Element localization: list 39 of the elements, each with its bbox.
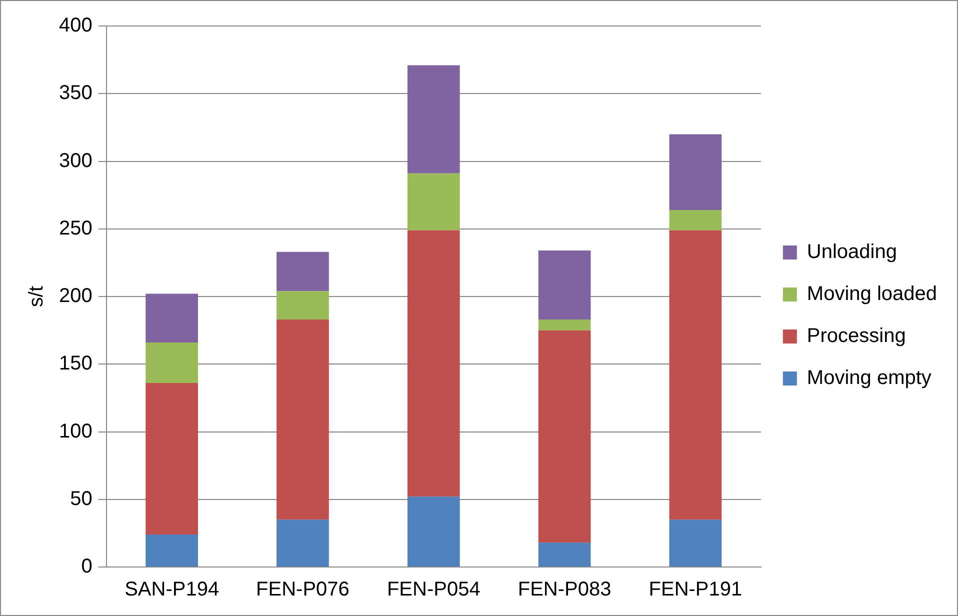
x-tick-label: FEN-P076 (256, 578, 350, 601)
bar (407, 230, 460, 497)
y-tick-label: 150 (58, 352, 92, 375)
bar (538, 250, 591, 320)
legend-label: Processing (806, 325, 906, 348)
bar (407, 496, 460, 566)
bar (146, 342, 198, 384)
bar (669, 134, 722, 210)
y-tick-label: 50 (70, 488, 92, 510)
bar (538, 330, 591, 543)
y-tick-label: 0 (81, 556, 92, 578)
x-tick-label: FEN-P054 (386, 578, 480, 601)
y-tick-label: 400 (58, 14, 92, 37)
bar (538, 542, 591, 566)
bar (669, 230, 722, 520)
bar (276, 252, 329, 292)
y-tick-label: 200 (58, 285, 92, 308)
bar (146, 294, 198, 342)
bar (146, 534, 198, 566)
bar (407, 65, 460, 174)
bar (276, 319, 329, 520)
y-tick-label: 300 (58, 150, 92, 172)
x-tick-label: FEN-P191 (648, 578, 742, 601)
bar (276, 291, 329, 320)
bar (538, 319, 591, 330)
y-tick-label: 250 (58, 217, 92, 240)
x-tick-label: SAN-P194 (124, 578, 220, 601)
bar (407, 173, 460, 230)
bar (146, 383, 198, 535)
y-axis-title: s/t (26, 286, 48, 308)
legend-label: Moving loaded (806, 283, 938, 306)
y-tick-label: 100 (58, 420, 92, 442)
legend-label: Moving empty (806, 367, 932, 390)
legend-label: Unloading (806, 241, 897, 264)
x-tick-label: FEN-P083 (518, 578, 612, 601)
bar (669, 210, 722, 230)
y-tick-label: 350 (58, 82, 92, 104)
bar (669, 520, 722, 566)
bar (276, 520, 329, 566)
